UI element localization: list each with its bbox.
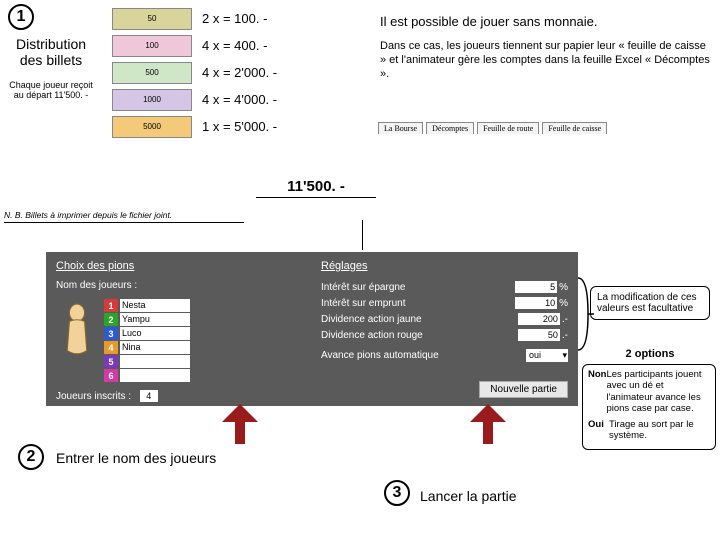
bill-row: 5000 1 x = 5'000. - (112, 114, 322, 139)
no-money-note: Il est possible de jouer sans monnaie. (380, 14, 710, 29)
arrow-up-icon (470, 404, 506, 444)
setting-unit: .- (562, 314, 568, 325)
step-3-badge: 3 (384, 480, 410, 506)
setting-row: Intérêt sur emprunt 10% (321, 296, 568, 310)
bill-image: 100 (112, 35, 192, 57)
bill-equation: 4 x = 4'000. - (202, 92, 322, 107)
top-section: Distribution des billets Chaque joueur r… (0, 0, 720, 210)
distribution-subtitle: Chaque joueur reçoit au départ 11'500. - (6, 80, 96, 100)
option-oui-key: Oui (588, 419, 609, 442)
setting-unit: .- (562, 330, 568, 341)
panel-right-title: Réglages (321, 260, 568, 272)
options-box: NonLes participants jouent avec un dé et… (582, 364, 716, 450)
bill-image: 5000 (112, 116, 192, 138)
inscrits-value: 4 (140, 390, 158, 402)
player-row: 2Yampu (104, 313, 190, 326)
step-2-label: Entrer le nom des joueurs (56, 450, 216, 466)
setting-label: Intérêt sur épargne (321, 282, 406, 293)
options-title: 2 options (590, 348, 710, 360)
advance-row: Avance pions automatique oui ▾ (321, 348, 568, 362)
player-name-input[interactable] (120, 355, 190, 368)
bill-row: 100 4 x = 400. - (112, 33, 322, 58)
step-2-badge: 2 (18, 444, 44, 470)
player-number: 6 (104, 369, 118, 382)
step-3-label: Lancer la partie (420, 488, 517, 504)
setting-unit: % (559, 298, 568, 309)
excel-tabs: La BourseDécomptesFeuille de routeFeuill… (378, 122, 607, 134)
player-row: 4Nina (104, 341, 190, 354)
player-names: 1Nesta2Yampu3Luco4Nina56 (104, 299, 190, 382)
bill-image: 500 (112, 62, 192, 84)
nb-note: N. B. Billets à imprimer depuis le fichi… (4, 210, 244, 223)
chevron-down-icon: ▾ (562, 350, 567, 361)
player-number: 5 (104, 355, 118, 368)
distribution-title: Distribution des billets (6, 36, 96, 68)
modification-note: La modification de ces valeurs est facul… (590, 286, 710, 320)
divider (362, 220, 363, 250)
setting-row: Intérêt sur épargne 5% (321, 280, 568, 294)
setting-value[interactable]: 10 (515, 297, 557, 309)
excel-tab[interactable]: La Bourse (378, 122, 423, 134)
setting-value[interactable]: 5 (515, 281, 557, 293)
setting-unit: % (559, 282, 568, 293)
option-non-key: Non (588, 369, 606, 415)
arrow-up-icon (222, 404, 258, 444)
inscrits-label: Joueurs inscrits : (56, 391, 131, 402)
player-name-input[interactable]: Nesta (120, 299, 190, 312)
player-name-input[interactable]: Nina (120, 341, 190, 354)
excel-tab[interactable]: Décomptes (426, 122, 474, 134)
setting-label: Dividence action rouge (321, 330, 423, 341)
bills-total: 11'500. - (256, 178, 376, 198)
player-row: 3Luco (104, 327, 190, 340)
bill-row: 1000 4 x = 4'000. - (112, 87, 322, 112)
panel-left: Choix des pions Nom des joueurs : 1Nesta… (56, 260, 303, 402)
setting-label: Intérêt sur emprunt (321, 298, 405, 309)
bill-equation: 4 x = 2'000. - (202, 65, 322, 80)
excel-tab[interactable]: Feuille de route (477, 122, 539, 134)
setting-value[interactable]: 200 (518, 313, 560, 325)
player-name-input[interactable]: Luco (120, 327, 190, 340)
advance-value: oui (529, 350, 541, 360)
bill-row: 50 2 x = 100. - (112, 6, 322, 31)
bill-row: 500 4 x = 2'000. - (112, 60, 322, 85)
settings-list: Intérêt sur épargne5%Intérêt sur emprunt… (321, 280, 568, 342)
bill-image: 1000 (112, 89, 192, 111)
player-number: 2 (104, 313, 118, 326)
player-number: 4 (104, 341, 118, 354)
bill-equation: 1 x = 5'000. - (202, 119, 322, 134)
setting-label: Dividence action jaune (321, 314, 422, 325)
bill-equation: 2 x = 100. - (202, 11, 322, 26)
player-row: 6 (104, 369, 190, 382)
setting-row: Dividence action jaune 200.- (321, 312, 568, 326)
player-number: 1 (104, 299, 118, 312)
player-row: 1Nesta (104, 299, 190, 312)
new-game-button[interactable]: Nouvelle partie (479, 381, 568, 398)
setting-row: Dividence action rouge 50.- (321, 328, 568, 342)
player-name-input[interactable]: Yampu (120, 313, 190, 326)
player-name-input[interactable] (120, 369, 190, 382)
bills-table: 50 2 x = 100. - 100 4 x = 400. - 500 4 x = 2'… (112, 6, 322, 141)
option-oui-text: Tirage au sort par le système. (609, 419, 710, 442)
names-label: Nom des joueurs : (56, 280, 137, 291)
inscrits-row: Joueurs inscrits : 4 (56, 390, 303, 402)
option-non-text: Les participants jouent avec un dé et l'… (606, 369, 710, 415)
player-number: 3 (104, 327, 118, 340)
total-value: 11'500. - (287, 178, 345, 195)
setting-value[interactable]: 50 (518, 329, 560, 341)
settings-panel: Choix des pions Nom des joueurs : 1Nesta… (46, 252, 578, 406)
bill-image: 50 (112, 8, 192, 30)
no-money-detail: Dans ce cas, les joueurs tiennent sur pa… (380, 40, 710, 81)
advance-select[interactable]: oui ▾ (526, 349, 568, 362)
bill-equation: 4 x = 400. - (202, 38, 322, 53)
pawn-icon (60, 303, 94, 357)
excel-tab[interactable]: Feuille de caisse (542, 122, 607, 134)
player-row: 5 (104, 355, 190, 368)
advance-label: Avance pions automatique (321, 350, 439, 361)
panel-left-title: Choix des pions (56, 260, 303, 272)
